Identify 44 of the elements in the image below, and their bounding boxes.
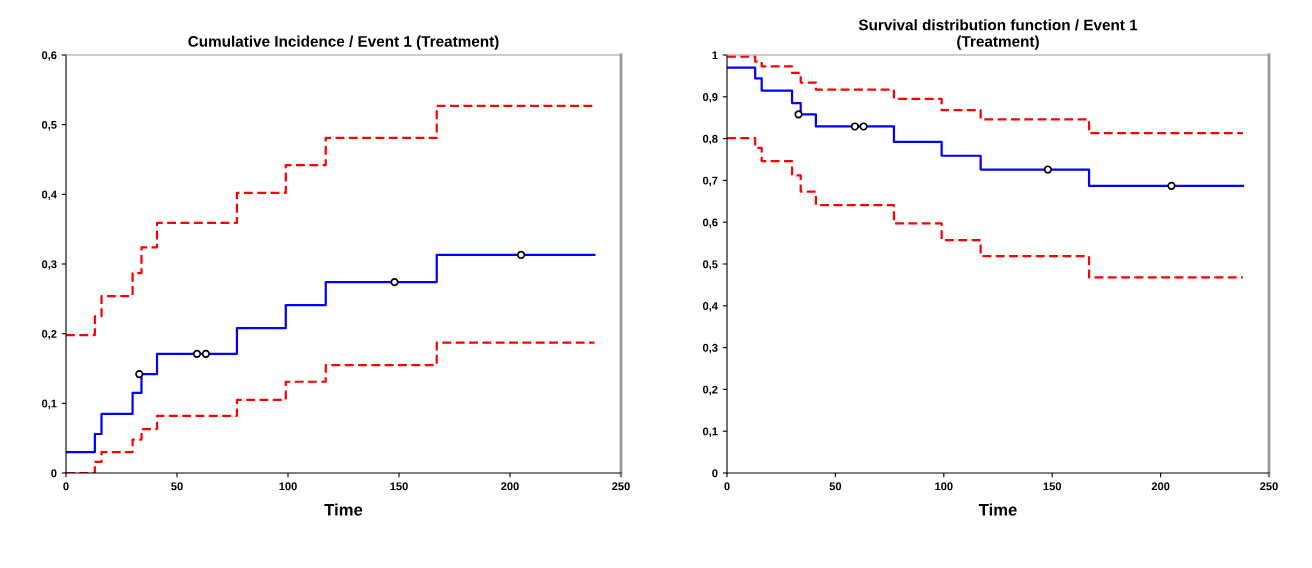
y-tick-label: 0 xyxy=(51,469,57,478)
point xyxy=(192,349,202,358)
chart-title: Cumulative Incidence / Event 1 (Treatment) xyxy=(188,35,499,50)
y-tick-label: 1 xyxy=(712,51,718,60)
point xyxy=(794,110,803,119)
point xyxy=(135,369,144,379)
y-tick-label: 0,7 xyxy=(702,176,718,187)
x-axis-title: Time xyxy=(324,503,363,516)
y-tick-label: 0,1 xyxy=(41,399,57,410)
point xyxy=(1167,181,1176,190)
y-tick-label: 0,5 xyxy=(702,260,718,270)
y-tick-label: 0,5 xyxy=(41,120,57,131)
point xyxy=(859,122,868,131)
x-tick-label: 200 xyxy=(1151,482,1170,491)
x-tick-label: 0 xyxy=(63,482,69,491)
point xyxy=(850,122,860,131)
y-tick-label: 0,4 xyxy=(41,190,57,201)
y-tick-label: 0,8 xyxy=(702,134,718,145)
y-tick-label: 0,6 xyxy=(702,218,718,228)
x-tick-label: 150 xyxy=(1043,482,1062,491)
x-tick-label: 150 xyxy=(390,482,408,491)
point xyxy=(517,250,526,260)
point xyxy=(390,278,399,287)
y-tick-label: 0,1 xyxy=(702,427,718,437)
x-axis-title: Time xyxy=(978,503,1017,516)
x-tick-label: 50 xyxy=(171,482,183,491)
x-tick-label: 200 xyxy=(501,482,519,491)
point xyxy=(201,349,210,358)
y-tick-label: 0,2 xyxy=(41,329,57,340)
x-tick-label: 250 xyxy=(612,482,630,491)
y-tick-label: 0,3 xyxy=(702,343,718,354)
chart-title: Survival distribution function / Event 1 (Treatment) xyxy=(858,19,1138,50)
x-tick-label: 100 xyxy=(935,482,953,491)
x-tick-label: 250 xyxy=(1260,482,1278,491)
y-tick-label: 0,3 xyxy=(41,260,57,270)
y-tick-label: 0,6 xyxy=(41,51,57,61)
y-tick-label: 0 xyxy=(712,469,718,478)
x-tick-label: 50 xyxy=(829,482,842,491)
y-tick-label: 0,2 xyxy=(702,385,718,396)
y-tick-label: 0,9 xyxy=(702,93,718,103)
x-tick-label: 0 xyxy=(724,482,730,491)
y-tick-label: 0,4 xyxy=(702,302,718,312)
point xyxy=(1043,165,1052,174)
x-tick-label: 100 xyxy=(279,482,297,491)
